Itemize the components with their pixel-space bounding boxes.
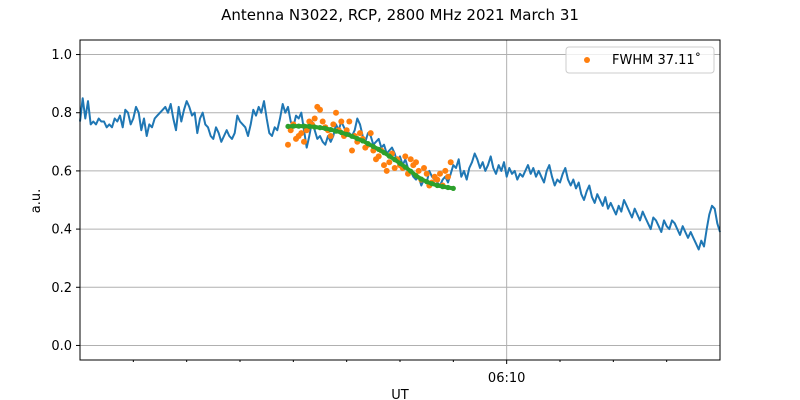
sample-point [327, 133, 334, 139]
fit-point [301, 123, 307, 129]
legend-box [565, 46, 715, 74]
fit-point [392, 157, 398, 163]
fit-point [429, 181, 435, 187]
sample-point [437, 170, 443, 177]
fit-point [290, 123, 296, 129]
legend: FWHM 37.11˚ [565, 46, 715, 74]
sample-point [402, 153, 409, 160]
fit-point [365, 141, 371, 147]
y-tick-label: 0.4 [51, 223, 72, 238]
sample-point [434, 176, 441, 183]
fit-point [397, 160, 403, 166]
sample-point [375, 153, 382, 160]
x-axis: 06:10 [132, 360, 668, 386]
sample-point [330, 121, 337, 128]
sample-point [285, 141, 291, 148]
fit-point [317, 125, 323, 131]
sample-point [367, 130, 374, 137]
fit-point [312, 124, 318, 130]
fit-point [296, 123, 302, 129]
fit-point [328, 127, 334, 133]
sample-point [298, 130, 305, 137]
fit-point [434, 182, 440, 189]
fit-point [338, 129, 344, 136]
fit-point [349, 133, 355, 139]
sample-point [407, 156, 414, 163]
sample-point [346, 118, 353, 125]
fit-point [333, 128, 339, 134]
sample-point [381, 162, 387, 169]
fit-point [440, 184, 446, 190]
sample-point [391, 165, 398, 171]
sample-point [413, 159, 419, 166]
sample-point [301, 138, 307, 145]
sample-point [317, 106, 323, 113]
y-axis: 0.0 0.2 0.4 0.6 0.8 1.0 [51, 48, 80, 354]
fit-point [344, 131, 350, 137]
fit-point [381, 150, 387, 156]
signal-line [79, 97, 721, 251]
x-axis-label: UT [391, 388, 409, 400]
sample-point [333, 109, 339, 116]
sample-point [423, 170, 430, 177]
fit-point [322, 125, 328, 131]
sample-point [421, 165, 427, 171]
sample-point [447, 159, 454, 166]
fit-point [445, 184, 451, 191]
y-tick-label: 0.6 [51, 164, 72, 179]
sample-point [311, 115, 318, 122]
series-layer [79, 97, 721, 251]
x-tick-label: 06:10 [488, 371, 525, 386]
fit-point [424, 179, 430, 185]
fit-point [408, 168, 414, 174]
legend-marker-icon [584, 57, 590, 63]
chart-title: Antenna N3022, RCP, 2800 MHz 2021 March … [221, 6, 579, 24]
y-tick-label: 0.2 [51, 281, 72, 296]
fit-point [285, 123, 291, 129]
fit-point [450, 185, 456, 191]
fit-point [418, 176, 424, 182]
sample-point [442, 167, 449, 174]
grid [80, 40, 720, 360]
fit-point [360, 138, 366, 144]
fit-point [413, 173, 419, 179]
sample-point [338, 118, 345, 125]
fit-point [370, 143, 376, 150]
sample-point [415, 167, 422, 174]
sample-point [357, 130, 363, 137]
sample-point [319, 118, 326, 125]
fit-point [386, 153, 392, 159]
y-axis-label: a.u. [29, 189, 44, 213]
sample-point [445, 173, 451, 180]
y-tick-label: 0.8 [51, 106, 72, 121]
y-tick-label: 1.0 [51, 48, 72, 63]
sample-point [386, 159, 393, 166]
fit-point [376, 146, 382, 152]
sample-point [383, 167, 390, 174]
fit-point [306, 123, 312, 129]
fit-point [402, 164, 408, 170]
sample-point [349, 147, 355, 154]
fit-point [354, 136, 360, 142]
y-tick-label: 0.0 [51, 339, 72, 354]
legend-label: FWHM 37.11˚ [612, 52, 701, 68]
